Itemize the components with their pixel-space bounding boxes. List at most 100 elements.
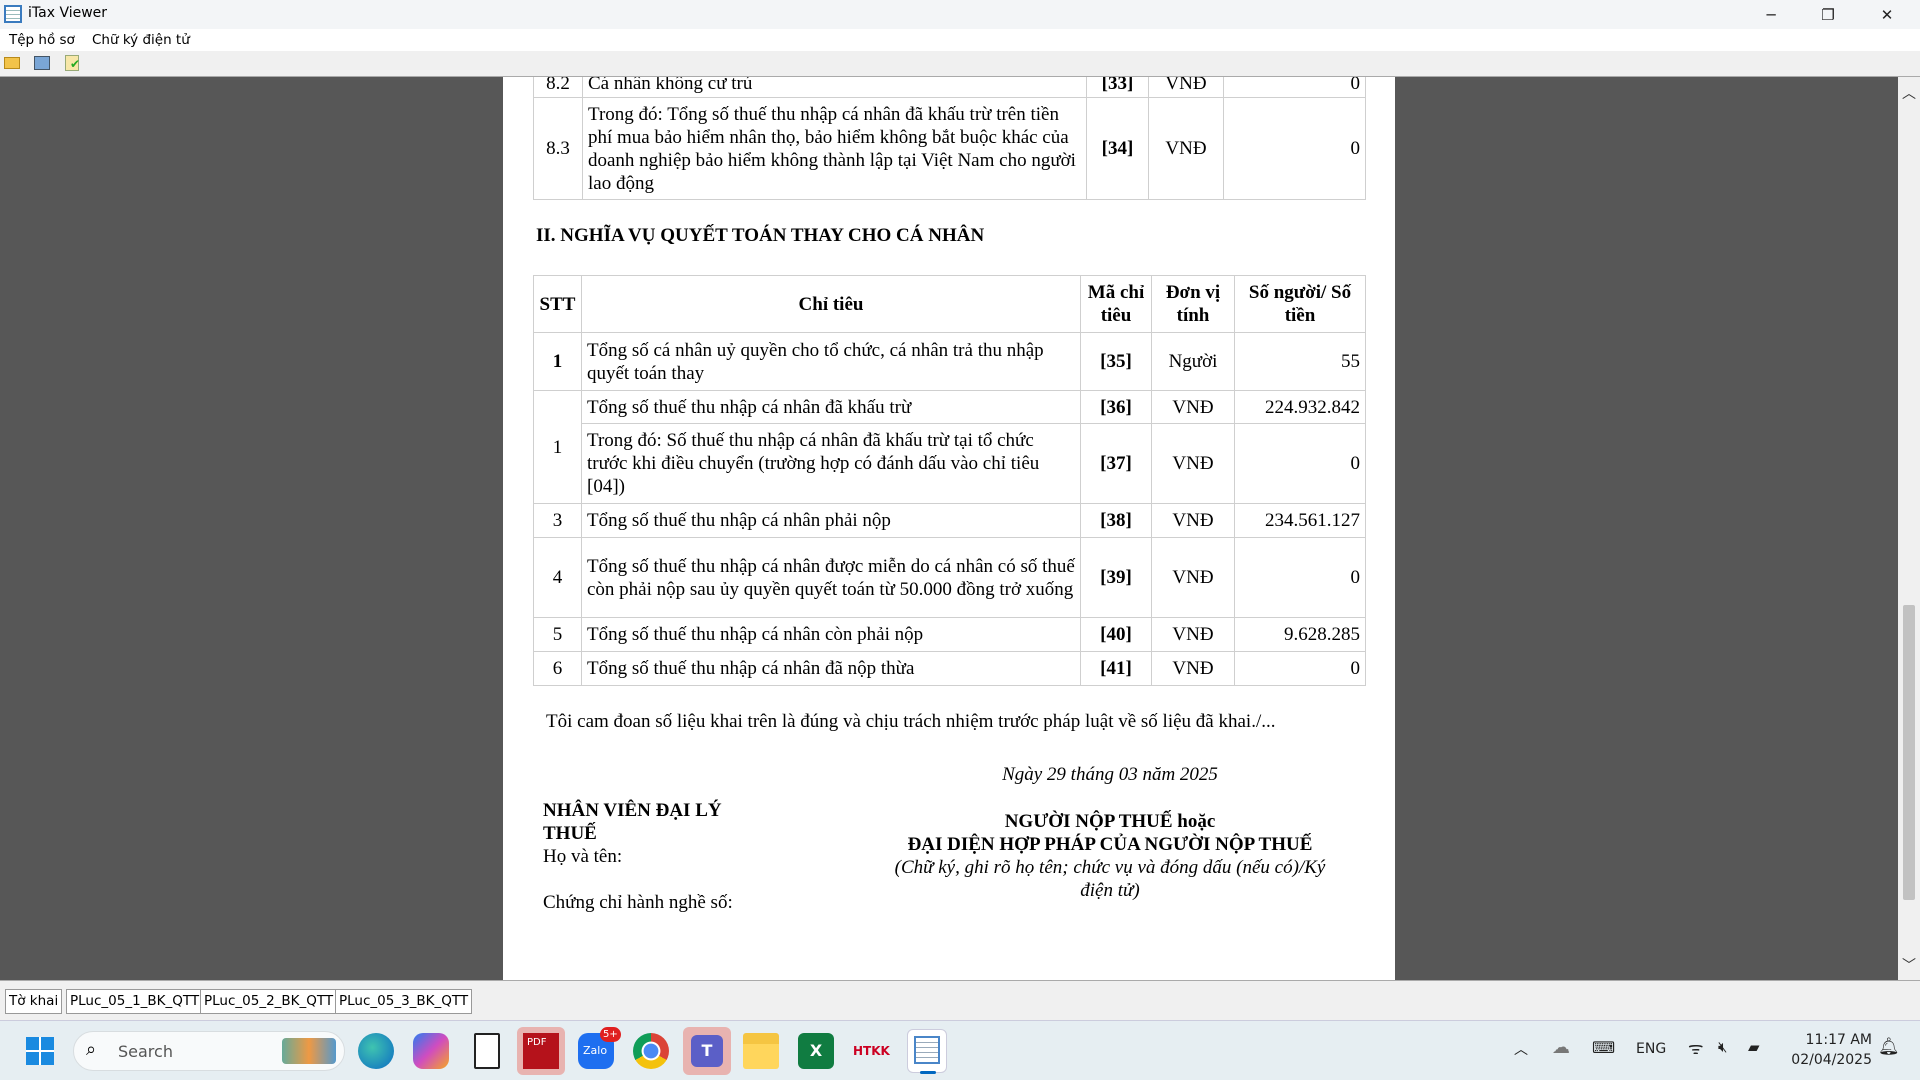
menu-file[interactable]: Tệp hồ sơ (9, 32, 75, 48)
unit-cell: VNĐ (1151, 537, 1235, 618)
clock-date[interactable]: 02/04/2025 (1791, 1052, 1872, 1068)
value-cell: 0 (1234, 537, 1366, 618)
value-cell: 0 (1234, 423, 1366, 504)
stt-cell: 8.2 (533, 77, 583, 98)
edge-icon[interactable] (358, 1033, 394, 1069)
tab-pluc-05-3[interactable]: PLuc_05_3_BK_QTT (335, 989, 473, 1014)
unit-cell: Người (1151, 332, 1235, 391)
code-cell: [36] (1080, 390, 1152, 424)
htkk-icon[interactable]: HTKK (853, 1044, 890, 1058)
label-cell: Tổng số thuế thu nhập cá nhân đã nộp thừ… (581, 651, 1081, 686)
menu-bar: Tệp hồ sơ Chữ ký điện tử (0, 29, 1920, 51)
header-stt: STT (533, 275, 582, 333)
minimize-button[interactable]: ─ (1766, 5, 1776, 24)
label-cell: Tổng số thuế thu nhập cá nhân được miễn … (581, 537, 1081, 618)
open-folder-icon[interactable] (4, 57, 20, 69)
document-page: 8.2 Cá nhân không cư trú [33] VNĐ 0 8.3 … (503, 77, 1395, 980)
taskbar: ⌕ Search PDF Zalo 5+ T X HTKK ︿ ☁ ⌨ ENG ᯤ… (0, 1020, 1920, 1080)
scroll-up-icon[interactable]: ︿ (1902, 86, 1916, 102)
unit-cell: VNĐ (1151, 503, 1235, 538)
value-cell: 9.628.285 (1234, 617, 1366, 652)
code-cell: [40] (1080, 617, 1152, 652)
declaration-text: Tôi cam đoan số liệu khai trên là đúng v… (546, 711, 1276, 732)
code-cell: [38] (1080, 503, 1152, 538)
scroll-thumb[interactable] (1903, 605, 1915, 900)
unit-cell: VNĐ (1151, 617, 1235, 652)
scroll-down-icon[interactable]: ﹀ (1902, 958, 1916, 974)
unit-cell: VNĐ (1151, 390, 1235, 424)
value-cell: 0 (1223, 77, 1366, 98)
value-cell: 234.561.127 (1234, 503, 1366, 538)
menu-signature[interactable]: Chữ ký điện tử (92, 32, 190, 48)
agent-name-label: Họ và tên: (543, 846, 623, 867)
unit-cell: VNĐ (1148, 97, 1224, 200)
language-indicator[interactable]: ENG (1636, 1041, 1667, 1057)
sign-date: Ngày 29 tháng 03 năm 2025 (1002, 764, 1218, 785)
sound-muted-icon[interactable]: 🔇︎ (1718, 1038, 1728, 1056)
label-cell: Tổng số thuế thu nhập cá nhân đã khấu tr… (581, 390, 1081, 424)
zalo-badge: 5+ (600, 1027, 621, 1042)
wifi-icon[interactable]: ᯤ (1688, 1039, 1704, 1059)
teams-icon[interactable]: T (683, 1027, 731, 1075)
app-icon (4, 5, 22, 23)
header-value: Số người/ Số tiền (1234, 275, 1366, 333)
label-cell: Trong đó: Số thuế thu nhập cá nhân đã kh… (581, 423, 1081, 504)
stt-cell: 1 (533, 390, 582, 504)
tab-pluc-05-2[interactable]: PLuc_05_2_BK_QTT (200, 989, 338, 1014)
excel-icon[interactable]: X (798, 1033, 834, 1069)
table-row: 1 Tổng số cá nhân uỷ quyền cho tổ chức, … (533, 332, 1366, 391)
section2-table: STT Chỉ tiêu Mã chỉ tiêu Đơn vị tính Số … (533, 275, 1366, 686)
stt-cell: 3 (533, 503, 582, 538)
search-icon: ⌕ (86, 1039, 97, 1060)
unit-cell: VNĐ (1151, 651, 1235, 686)
show-hidden-icons[interactable]: ︿ (1514, 1042, 1528, 1058)
pdf-app-icon[interactable]: PDF (517, 1027, 565, 1075)
notification-bell-icon[interactable]: 🔔︎ (1878, 1037, 1900, 1057)
table-row: 8.2 Cá nhân không cư trú [33] VNĐ 0 (533, 77, 1366, 98)
value-cell: 224.932.842 (1234, 390, 1366, 424)
windows-start-icon[interactable] (26, 1037, 54, 1065)
verify-signature-icon[interactable]: ✔ (65, 55, 80, 71)
code-cell: [34] (1086, 97, 1149, 200)
signer-block: NGƯỜI NỘP THUẾ hoặc ĐẠI DIỆN HỢP PHÁP CỦ… (873, 810, 1347, 902)
tab-to-khai[interactable]: Tờ khai (5, 989, 63, 1014)
label-cell: Cá nhân không cư trú (582, 77, 1087, 98)
maximize-button[interactable]: ❐ (1821, 5, 1835, 24)
signer-line2: ĐẠI DIỆN HỢP PHÁP CỦA NGƯỜI NỘP THUẾ (907, 834, 1313, 855)
close-button[interactable]: ✕ (1880, 5, 1894, 24)
onedrive-icon[interactable]: ☁ (1552, 1037, 1570, 1058)
chrome-icon[interactable] (633, 1033, 669, 1069)
signer-line1: NGƯỜI NỘP THUẾ (1004, 811, 1173, 832)
table-row: Trong đó: Số thuế thu nhập cá nhân đã kh… (534, 423, 1366, 504)
copilot-icon[interactable] (413, 1033, 449, 1069)
code-cell: [35] (1080, 332, 1152, 391)
table-row: 1 Tổng số thuế thu nhập cá nhân đã khấu … (533, 390, 1366, 504)
stt-cell: 5 (533, 617, 582, 652)
zalo-icon[interactable]: Zalo 5+ (578, 1027, 621, 1069)
label-cell: Tổng số cá nhân uỷ quyền cho tổ chức, cá… (581, 332, 1081, 391)
stt-cell: 8.3 (533, 97, 583, 200)
table-row: 4 Tổng số thuế thu nhập cá nhân được miễ… (533, 537, 1366, 618)
print-icon[interactable] (34, 56, 50, 70)
stt-cell: 6 (533, 651, 582, 686)
search-highlight-image (282, 1038, 336, 1064)
itax-viewer-icon[interactable] (907, 1029, 947, 1074)
search-box[interactable]: ⌕ Search (73, 1031, 345, 1071)
label-cell: Trong đó: Tổng số thuế thu nhập cá nhân … (582, 97, 1087, 200)
section-heading: II. NGHĨA VỤ QUYẾT TOÁN THAY CHO CÁ NHÂN (536, 225, 985, 246)
keyboard-icon[interactable]: ⌨ (1592, 1038, 1616, 1057)
notepad-icon[interactable] (474, 1033, 500, 1069)
value-cell: 0 (1234, 651, 1366, 686)
battery-icon[interactable]: ▰ (1748, 1038, 1760, 1056)
label-cell: Tổng số thuế thu nhập cá nhân còn phải n… (581, 617, 1081, 652)
tab-pluc-05-1[interactable]: PLuc_05_1_BK_QTT (66, 989, 204, 1014)
value-cell: 55 (1234, 332, 1366, 391)
clock-time[interactable]: 11:17 AM (1805, 1032, 1872, 1048)
window-title: iTax Viewer (28, 5, 108, 21)
code-cell: [33] (1086, 77, 1149, 98)
unit-cell: VNĐ (1151, 423, 1235, 504)
table-row: 6 Tổng số thuế thu nhập cá nhân đã nộp t… (533, 651, 1366, 686)
file-explorer-icon[interactable] (743, 1033, 779, 1069)
vertical-scrollbar[interactable]: ︿ ﹀ (1898, 77, 1920, 980)
title-bar: iTax Viewer ─ ❐ ✕ (0, 0, 1920, 29)
